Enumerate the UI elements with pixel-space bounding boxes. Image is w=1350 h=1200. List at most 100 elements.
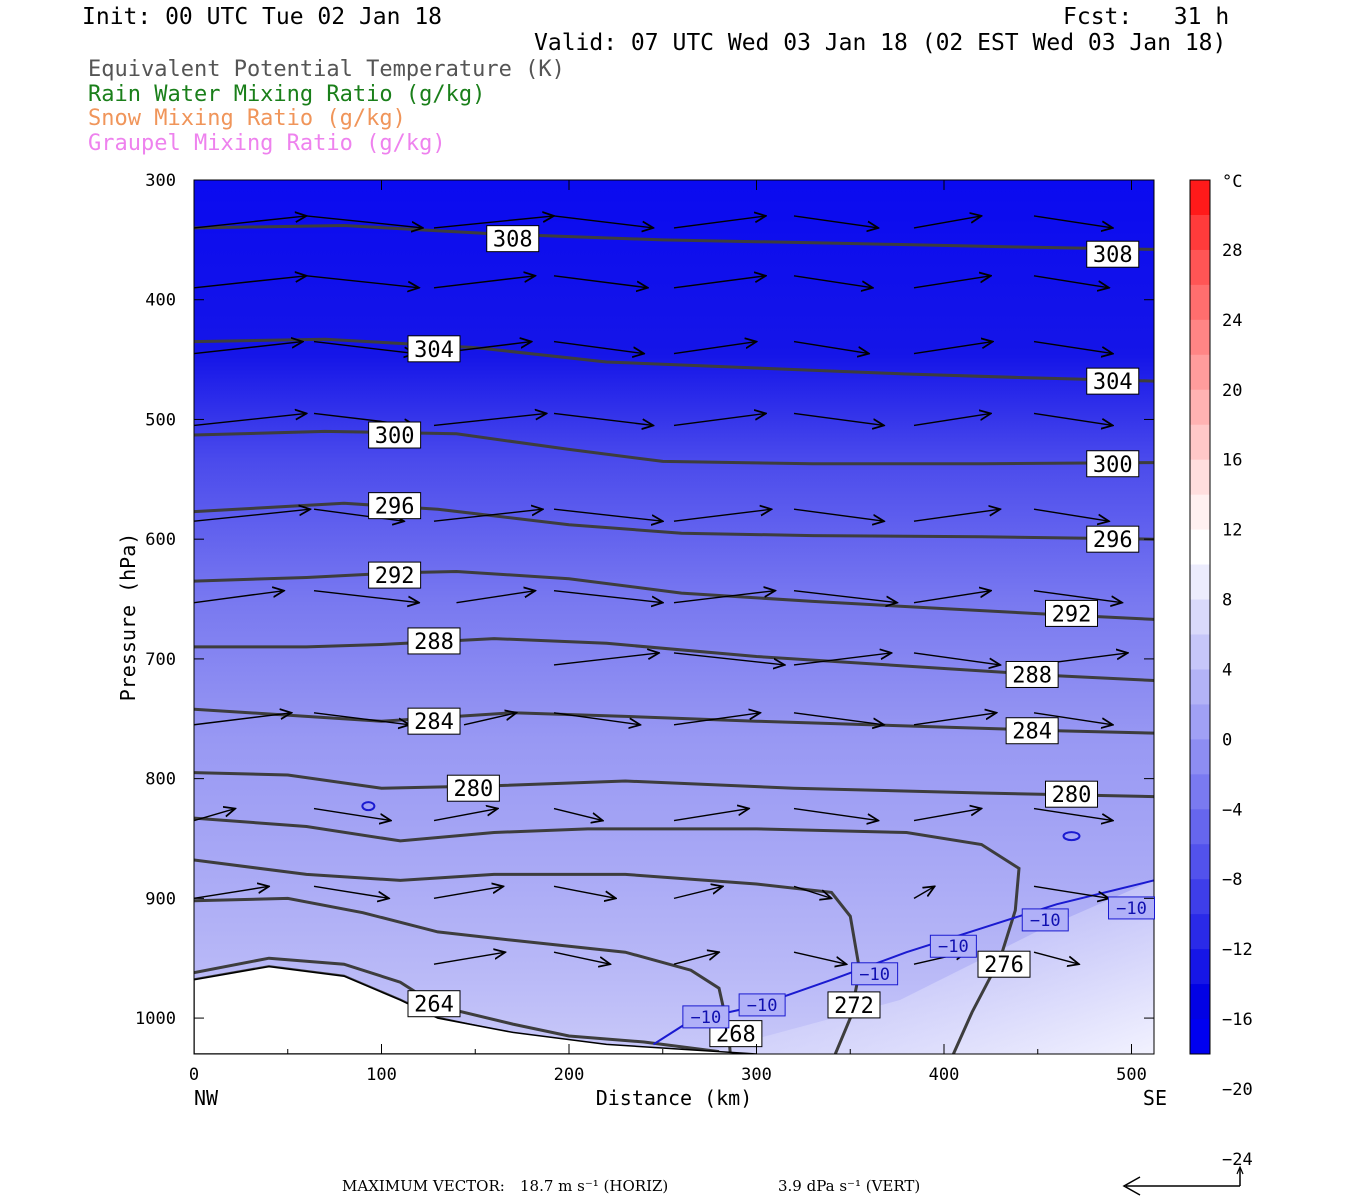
theta-e-label: 300 <box>368 421 422 449</box>
colorbar-swatch <box>1190 949 1210 985</box>
wind-arrow <box>194 413 307 427</box>
colorbar-label: 4 <box>1222 660 1232 680</box>
x-tick-label: 0 <box>189 1065 199 1085</box>
colorbar-swatch <box>1190 494 1210 531</box>
wind-arrow <box>553 215 653 228</box>
wind-arrow <box>553 712 640 725</box>
forecast-hour: Fcst: 31 h <box>1063 4 1230 30</box>
wind-arrow <box>793 951 847 964</box>
y-tick-label: 600 <box>145 530 176 550</box>
theta-e-label: 308 <box>1086 240 1140 268</box>
colorbar-swatch <box>1190 459 1210 496</box>
theta-e-label-text: 308 <box>1093 243 1133 268</box>
wind-arrow <box>194 886 269 900</box>
wind-arrow <box>313 885 389 898</box>
theta-e-label: 304 <box>407 335 461 363</box>
temperature-label-box <box>1021 908 1069 932</box>
wind-arrow <box>313 508 404 521</box>
theta-e-label-text: 296 <box>1093 528 1133 553</box>
colorbar-swatch <box>1190 879 1210 915</box>
theta-e-label-box <box>1086 367 1140 395</box>
colorbar-label: −16 <box>1222 1010 1253 1030</box>
theta-e-label: 292 <box>1045 599 1098 627</box>
wind-arrow <box>673 216 766 229</box>
theta-e-label: 284 <box>407 707 461 735</box>
wind-arrow <box>913 413 991 427</box>
theta-e-label: 288 <box>1005 660 1059 688</box>
theta-e-label-box <box>368 421 422 449</box>
wind-arrow <box>793 589 897 603</box>
theta-e-label-text: 280 <box>1052 783 1092 808</box>
x-tick-label: 400 <box>929 1065 960 1085</box>
x-axis-label: Distance (km) <box>596 1086 753 1110</box>
wind-arrow <box>433 276 535 289</box>
wind-arrow <box>194 276 307 289</box>
temperature-label-text: −10 <box>938 937 969 957</box>
x-tick-label: 500 <box>1116 1065 1147 1085</box>
colorbar-swatch <box>1190 599 1210 635</box>
y-tick-label: 1000 <box>135 1009 176 1029</box>
theta-e-label-text: 272 <box>834 994 874 1019</box>
legend-item: Graupel Mixing Ratio (g/kg) <box>88 130 446 156</box>
theta-e-label-text: 284 <box>1012 720 1052 745</box>
wind-arrow <box>194 342 303 355</box>
wind-arrow <box>553 807 603 821</box>
temperature-label-box <box>851 962 899 986</box>
wind-arrow <box>673 509 772 522</box>
colorbar-swatch <box>1190 809 1210 845</box>
theta-e-label: 288 <box>407 627 461 655</box>
theta-e-label: 308 <box>486 225 540 253</box>
y-tick-label: 400 <box>145 291 176 311</box>
theta-e-label: 276 <box>977 950 1031 978</box>
wind-arrow <box>1033 412 1113 425</box>
wind-arrow <box>553 275 648 288</box>
theta-e-label-box <box>407 335 461 363</box>
colorbar-label: −4 <box>1222 800 1242 820</box>
colorbar-label: 0 <box>1222 730 1232 750</box>
wind-arrow <box>1033 215 1113 228</box>
wind-arrow <box>913 509 1000 522</box>
x-tick-label: 300 <box>741 1065 772 1085</box>
wind-vectors <box>194 216 1128 964</box>
wind-arrow <box>1033 712 1113 725</box>
wind-arrow <box>793 508 884 521</box>
wind-arrow <box>313 340 415 354</box>
x-tick-label: 200 <box>554 1065 585 1085</box>
theta-e-line <box>194 429 1154 466</box>
y-tick-label: 300 <box>145 171 176 191</box>
theta-e-label-box <box>486 225 540 253</box>
legend-item: Snow Mixing Ratio (g/kg) <box>88 106 406 131</box>
theta-e-label-text: 292 <box>375 564 415 589</box>
contour-labels: 308 308 304 304 300 300 296 296 292 292 288 288 284 2… <box>368 225 1155 1048</box>
colorbar-unit: °C <box>1222 172 1242 192</box>
wind-arrow <box>913 216 982 229</box>
theta-e-line <box>194 858 862 1054</box>
temperature-label-text: −10 <box>1116 899 1147 919</box>
theta-e-label-box <box>1005 660 1059 688</box>
theta-e-label-box <box>1086 240 1140 268</box>
wind-arrow <box>1033 807 1113 821</box>
theta-e-label-box <box>446 774 500 802</box>
colorbar-label: −12 <box>1222 940 1253 960</box>
colorbar-label: 16 <box>1222 451 1242 471</box>
temperature-label: −10 <box>1108 896 1155 920</box>
temperature-label-text: −10 <box>859 965 890 985</box>
colorbar-swatch <box>1190 844 1210 880</box>
theta-e-label-box <box>827 991 881 1019</box>
wind-arrow <box>553 885 616 898</box>
wind-arrow <box>793 885 832 898</box>
theta-e-label-text: 276 <box>984 953 1024 978</box>
colorbar-label: −20 <box>1222 1080 1253 1100</box>
theta-e-label-box <box>368 492 422 520</box>
temperature-label-box <box>738 993 786 1017</box>
wind-arrow <box>673 276 766 289</box>
theta-e-label-box <box>407 627 461 655</box>
wind-arrow <box>433 809 498 822</box>
max-vector-vert: 3.9 dPa s⁻¹ (VERT) <box>778 1177 921 1195</box>
init-time: Init: 00 UTC Tue 02 Jan 18 <box>82 4 443 30</box>
colorbar-swatch <box>1190 774 1210 810</box>
colorbar-frame <box>1189 179 1211 1055</box>
wind-arrow <box>553 508 663 521</box>
wind-arrow <box>793 807 878 821</box>
